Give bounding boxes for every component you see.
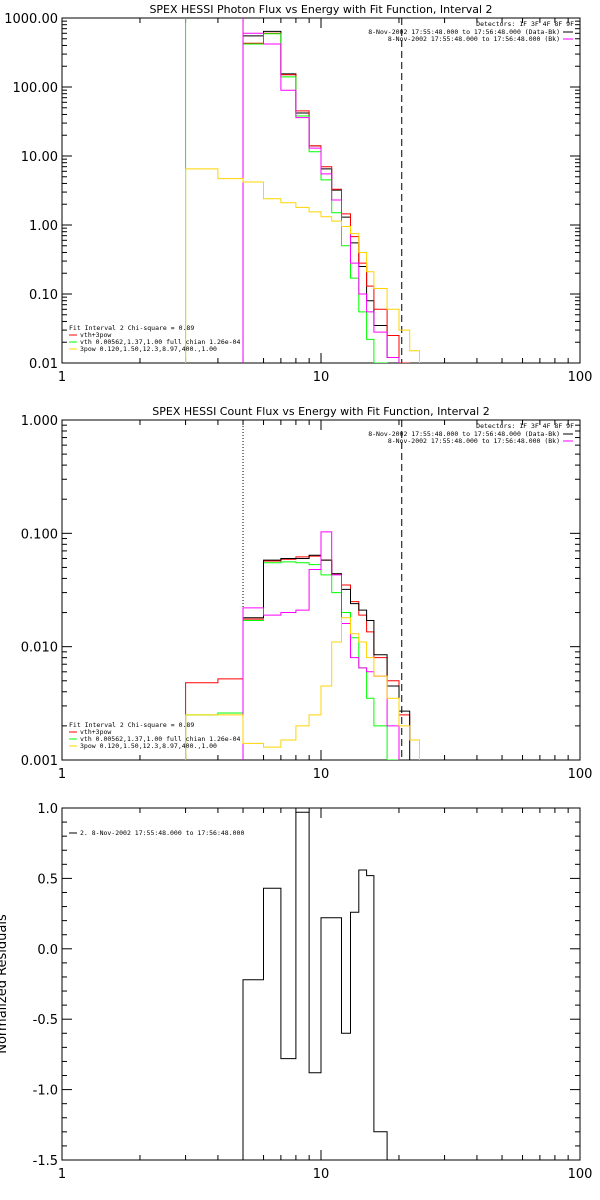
y-tick-label: -0.5	[33, 1013, 58, 1028]
x-tick-label: 1	[58, 370, 66, 385]
y-tick-label: 0.100	[21, 527, 58, 542]
legend-right-label: 8-Nov-2002 17:55:48.000 to 17:56:48.000 …	[368, 28, 560, 36]
y-tick-label: 1.0	[37, 802, 58, 817]
y-tick-label: 1000.00	[4, 12, 58, 27]
fit-header: Fit Interval 2 Chi-square = 0.89	[69, 721, 194, 729]
x-tick-label: 100	[568, 370, 593, 385]
series-line	[185, 555, 420, 760]
y-tick-label: 0.5	[37, 872, 58, 887]
legend-right-label: 8-Nov-2002 17:55:48.000 to 17:56:48.000 …	[388, 35, 560, 43]
y-tick-label: 10.00	[21, 150, 58, 165]
detectors-label: Detectors: 1F 3F 4F 8F 9F	[476, 422, 574, 430]
data-layer	[185, 420, 420, 760]
y-tick-label: 100.00	[13, 81, 59, 96]
legend-left-label: vth+3pow	[80, 331, 111, 339]
legend-left-label: 2. 8-Nov-2002 17:55:48.000 to 17:56:48.0…	[80, 829, 244, 837]
count-flux-panel: SPEX HESSI Count Flux vs Energy with Fit…	[21, 405, 593, 782]
x-tick-label: 1	[58, 767, 66, 782]
data-layer	[242, 811, 388, 1160]
x-tick-label: 10	[313, 1167, 330, 1182]
y-tick-label: -1.0	[33, 1084, 58, 1099]
series-line	[242, 32, 411, 363]
chart-title: SPEX HESSI Count Flux vs Energy with Fit…	[152, 405, 489, 418]
residuals-panel: 1 10 100 -1.5 -1.0 -0.5 0.0 0.5 1.0 Normalized Re…	[0, 802, 593, 1182]
x-tick-label: 1	[58, 1167, 66, 1182]
photon-flux-panel: SPEX HESSI Photon Flux vs Energy with Fi…	[4, 3, 593, 385]
fit-header: Fit Interval 2 Chi-square = 0.89	[69, 324, 194, 332]
series-line	[185, 168, 420, 363]
y-tick-label: -1.5	[33, 1154, 58, 1169]
plot-frame	[61, 17, 581, 364]
y-tick-label: 1.00	[29, 219, 58, 234]
series-line	[185, 617, 420, 760]
legend-left-label: vth+3pow	[80, 728, 111, 736]
series-line	[242, 554, 411, 760]
y-tick-label: 0.010	[21, 641, 58, 656]
x-tick-label: 100	[568, 767, 593, 782]
detectors-label: Detectors: 1F 3F 4F 8F 9F	[476, 20, 574, 28]
series-line	[242, 811, 388, 1160]
legend-left-label: vth 0.00562,1.37,1.00 full chian 1.26e-0…	[80, 735, 241, 743]
legend-left-label: vth 0.00562,1.37,1.00 full chian 1.26e-0…	[80, 338, 241, 346]
legend-right-label: 8-Nov-2002 17:55:48.000 to 17:56:48.000 …	[388, 437, 560, 445]
x-tick-label: 10	[313, 767, 330, 782]
legend-left-label: 3pow 0.120,1.50,12.3,8.97,400.,1.00	[80, 345, 217, 353]
y-tick-label: 0.0	[37, 943, 58, 958]
y-tick-label: 0.001	[21, 754, 58, 769]
data-layer	[185, 18, 420, 363]
y-axis-label: Normalized Residuals	[0, 914, 10, 1054]
y-tick-label: 1.000	[21, 414, 58, 429]
series-line	[185, 561, 400, 760]
y-tick-label: 0.10	[29, 288, 58, 303]
chart-title: SPEX HESSI Photon Flux vs Energy with Fi…	[149, 3, 492, 16]
x-tick-label: 100	[568, 1167, 593, 1182]
x-tick-label: 10	[313, 370, 330, 385]
y-tick-label: 0.01	[29, 357, 58, 372]
legend-right-label: 8-Nov-2002 17:55:48.000 to 17:56:48.000 …	[368, 430, 560, 438]
legend-left-label: 3pow 0.120,1.50,12.3,8.97,400.,1.00	[80, 742, 217, 750]
